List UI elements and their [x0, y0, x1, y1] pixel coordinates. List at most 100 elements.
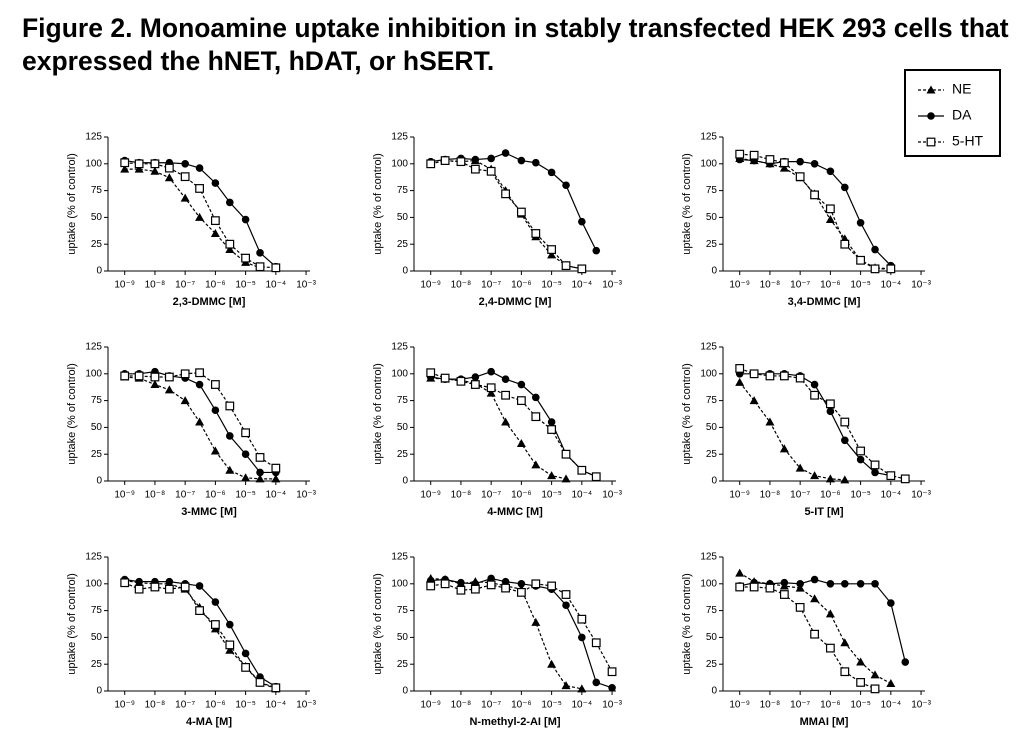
- x-tick-label: 10⁻⁸: [451, 700, 472, 711]
- marker-triangle: [749, 396, 759, 405]
- fit-line: [124, 168, 261, 269]
- marker-triangle: [735, 568, 745, 577]
- marker-circle: [256, 248, 264, 257]
- legend-label: DA: [952, 107, 972, 123]
- marker-triangle: [241, 473, 251, 482]
- marker-triangle: [840, 475, 850, 484]
- x-tick-label: 10⁻⁵: [541, 700, 562, 711]
- marker-square: [486, 580, 496, 590]
- marker-square: [195, 606, 204, 615]
- marker-square: [810, 390, 819, 400]
- marker-circle: [211, 179, 220, 187]
- fit-line: [739, 158, 892, 267]
- marker-square: [795, 172, 805, 182]
- marker-circle: [856, 455, 865, 464]
- y-tick-label: 75: [706, 395, 718, 406]
- y-tick-label: 25: [706, 659, 718, 670]
- y-tick-label: 0: [402, 476, 408, 487]
- marker-square: [225, 401, 235, 411]
- marker-square: [150, 582, 160, 592]
- marker-circle: [796, 580, 804, 588]
- marker-triangle: [501, 417, 511, 426]
- x-tick-label: 10⁻⁷: [175, 700, 195, 711]
- marker-square: [120, 371, 130, 381]
- x-tick-label: 10⁻⁵: [850, 280, 871, 291]
- marker-square: [779, 371, 789, 381]
- marker-square: [456, 376, 466, 386]
- marker-circle: [256, 468, 264, 477]
- figure-title: Figure 2. Monoamine uptake inhibition in…: [22, 13, 1009, 76]
- y-tick-label: 25: [706, 239, 718, 250]
- y-tick-label: 25: [91, 239, 103, 250]
- x-tick-label: 10⁻⁵: [235, 490, 256, 501]
- marker-triangle: [886, 678, 896, 687]
- fit-line: [430, 159, 582, 270]
- x-tick-label: 10⁻⁸: [145, 490, 166, 501]
- marker-square: [271, 463, 281, 473]
- x-tick-label: 10⁻⁶: [511, 280, 532, 291]
- marker-square: [134, 584, 144, 594]
- marker-triangle: [180, 193, 190, 202]
- marker-square: [516, 587, 526, 597]
- marker-square: [870, 684, 880, 694]
- marker-square: [134, 159, 144, 169]
- x-tick-label: 10⁻³: [602, 490, 622, 501]
- y-tick-label: 125: [700, 552, 717, 563]
- marker-square: [547, 425, 557, 434]
- marker-circle: [578, 633, 586, 642]
- y-tick-label: 100: [700, 158, 717, 169]
- marker-circle: [562, 601, 570, 610]
- marker-circle: [592, 246, 601, 255]
- x-axis-label: 2,4-DMMC [M]: [479, 296, 552, 308]
- marker-square: [825, 399, 835, 409]
- marker-square: [795, 373, 805, 383]
- marker-triangle: [561, 474, 571, 483]
- x-tick-label: 10⁻⁴: [571, 280, 592, 291]
- marker-circle: [592, 678, 601, 687]
- marker-square: [810, 190, 819, 200]
- marker-square: [561, 590, 571, 599]
- fit-line: [124, 159, 277, 268]
- marker-triangle: [810, 594, 820, 603]
- marker-circle: [471, 155, 480, 164]
- x-tick-label: 10⁻⁸: [145, 700, 166, 711]
- x-tick-label: 10⁻⁵: [850, 490, 871, 501]
- marker-triangle: [225, 245, 235, 254]
- marker-circle: [517, 380, 526, 389]
- marker-square: [225, 640, 235, 650]
- marker-square: [886, 264, 896, 274]
- x-tick-label: 10⁻⁶: [205, 700, 226, 711]
- marker-circle: [841, 580, 849, 588]
- fit-line: [430, 372, 597, 478]
- y-tick-label: 25: [397, 449, 409, 460]
- marker-square: [180, 582, 190, 592]
- x-tick-label: 10⁻⁶: [511, 490, 532, 501]
- x-tick-label: 10⁻⁷: [790, 700, 810, 711]
- y-tick-label: 125: [391, 552, 408, 563]
- marker-square: [255, 262, 265, 272]
- marker-triangle: [164, 385, 174, 394]
- marker-triangle: [840, 638, 850, 647]
- marker-square: [840, 667, 850, 677]
- marker-triangle: [164, 173, 174, 182]
- y-tick-label: 0: [402, 266, 408, 277]
- marker-square: [749, 582, 759, 592]
- marker-square: [470, 380, 480, 389]
- marker-circle: [547, 168, 556, 177]
- fit-line: [739, 153, 891, 270]
- x-tick-label: 10⁻⁶: [820, 280, 841, 291]
- marker-circle: [181, 160, 189, 168]
- fit-line: [430, 583, 613, 672]
- x-tick-label: 10⁻⁷: [481, 280, 501, 291]
- marker-triangle: [210, 228, 220, 237]
- y-axis-label: uptake (% of control): [372, 153, 384, 255]
- y-tick-label: 75: [397, 605, 409, 616]
- x-tick-label: 10⁻³: [296, 490, 316, 501]
- marker-square: [531, 579, 541, 589]
- marker-square: [195, 184, 204, 193]
- marker-square: [735, 149, 745, 159]
- marker-triangle: [210, 446, 220, 455]
- marker-triangle: [255, 474, 265, 483]
- marker-square: [547, 581, 557, 591]
- marker-square: [840, 239, 850, 249]
